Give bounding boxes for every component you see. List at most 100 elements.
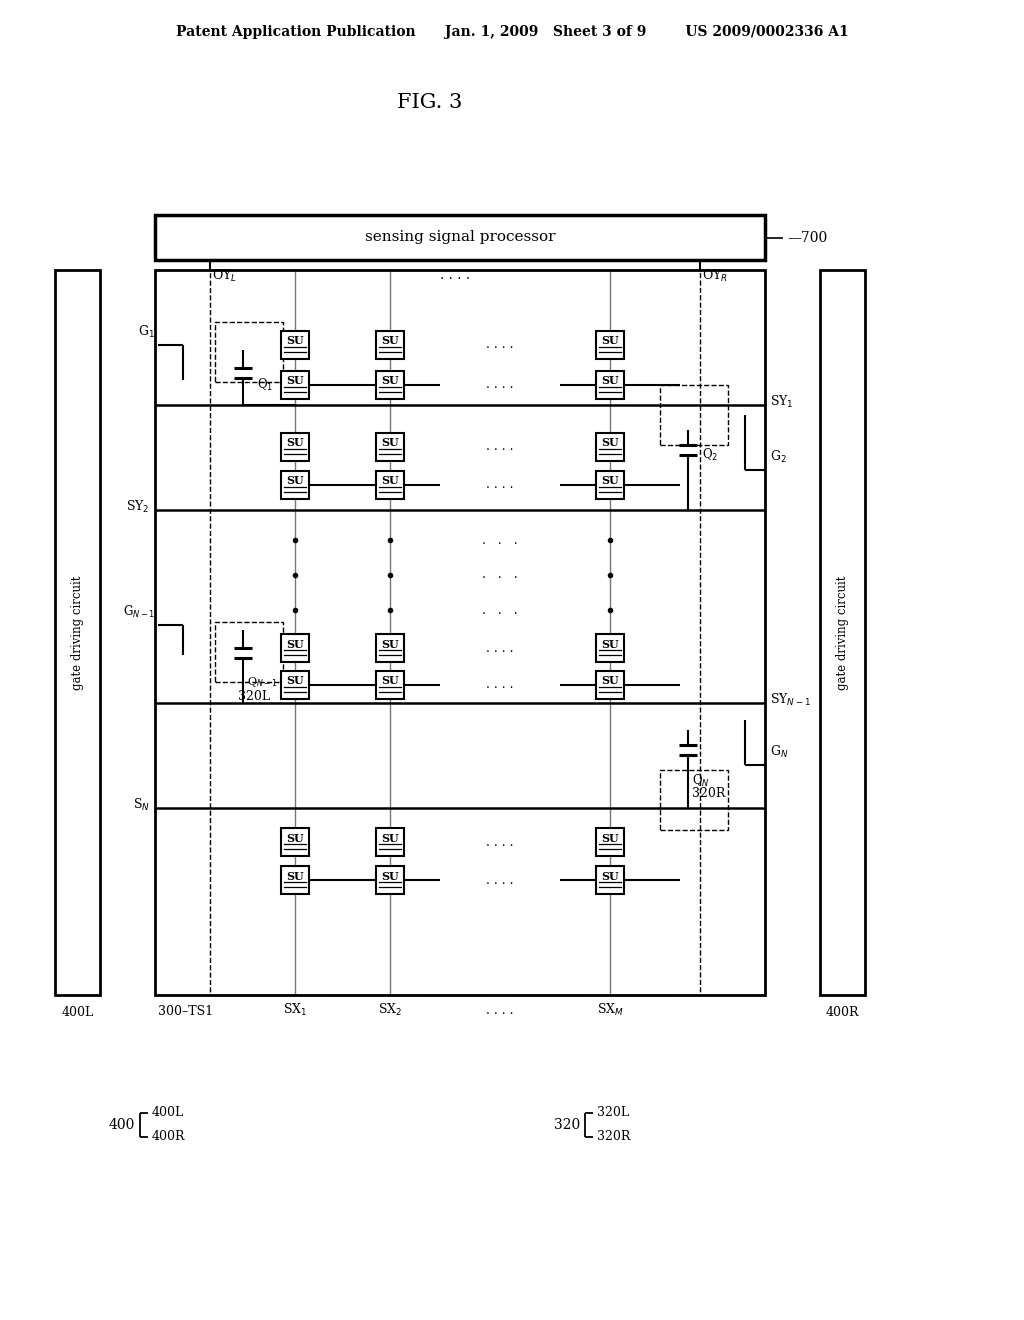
Text: SY$_2$: SY$_2$ <box>126 499 150 515</box>
Text: gate driving circuit: gate driving circuit <box>71 576 84 689</box>
Text: . . . .: . . . . <box>486 642 514 655</box>
Bar <box>281 371 309 399</box>
Text: . . . .: . . . . <box>486 874 514 887</box>
Text: SU: SU <box>601 437 618 449</box>
Text: SU: SU <box>286 375 304 387</box>
Text: SU: SU <box>601 833 618 843</box>
Text: .   .   .: . . . <box>482 603 518 616</box>
Text: G$_2$: G$_2$ <box>770 449 786 465</box>
Bar <box>596 866 624 894</box>
Text: . . . .: . . . . <box>440 268 470 282</box>
Text: Q$_{N-1}$: Q$_{N-1}$ <box>247 675 278 689</box>
Text: SU: SU <box>601 870 618 882</box>
Text: SU: SU <box>601 676 618 686</box>
Text: SU: SU <box>381 833 398 843</box>
Bar <box>155 271 765 995</box>
Bar <box>281 828 309 855</box>
Text: SU: SU <box>381 475 398 487</box>
Text: SU: SU <box>381 437 398 449</box>
Bar <box>281 433 309 461</box>
Text: 400: 400 <box>109 1118 135 1133</box>
Text: 320L: 320L <box>597 1106 629 1119</box>
Text: .   .   .: . . . <box>482 533 518 546</box>
Text: SU: SU <box>601 335 618 346</box>
Bar <box>596 634 624 663</box>
Text: 400L: 400L <box>61 1006 93 1019</box>
Text: SY$_1$: SY$_1$ <box>770 393 794 411</box>
Bar <box>281 331 309 359</box>
Text: G$_1$: G$_1$ <box>138 323 155 341</box>
Text: SU: SU <box>381 639 398 649</box>
Bar <box>215 622 283 682</box>
Text: 400R: 400R <box>825 1006 859 1019</box>
Text: gate driving circuit: gate driving circuit <box>836 576 849 689</box>
Bar <box>596 828 624 855</box>
Text: SU: SU <box>601 375 618 387</box>
Bar <box>376 828 404 855</box>
Bar <box>281 471 309 499</box>
Text: —700: —700 <box>787 231 827 244</box>
Text: OY$_L$: OY$_L$ <box>212 268 237 284</box>
Text: .   .   .: . . . <box>482 569 518 582</box>
Text: SU: SU <box>286 833 304 843</box>
Text: S$_N$: S$_N$ <box>133 797 150 813</box>
Text: 320L: 320L <box>238 690 270 704</box>
Text: SU: SU <box>286 639 304 649</box>
Bar <box>596 433 624 461</box>
Text: SX$_2$: SX$_2$ <box>378 1002 402 1018</box>
Text: Patent Application Publication      Jan. 1, 2009   Sheet 3 of 9        US 2009/0: Patent Application Publication Jan. 1, 2… <box>176 25 848 40</box>
Bar <box>596 671 624 700</box>
Bar <box>376 371 404 399</box>
Bar <box>155 215 765 260</box>
Bar <box>596 371 624 399</box>
Text: SU: SU <box>381 676 398 686</box>
Bar <box>376 471 404 499</box>
Text: G$_{N-1}$: G$_{N-1}$ <box>123 605 155 620</box>
Text: SU: SU <box>381 375 398 387</box>
Text: . . . .: . . . . <box>486 1003 514 1016</box>
Text: . . . .: . . . . <box>486 441 514 454</box>
Bar <box>376 331 404 359</box>
Bar <box>660 385 728 445</box>
Text: 400L: 400L <box>152 1106 184 1119</box>
Text: SX$_M$: SX$_M$ <box>597 1002 624 1018</box>
Bar <box>376 866 404 894</box>
Text: 320R: 320R <box>692 787 725 800</box>
Text: SX$_1$: SX$_1$ <box>283 1002 307 1018</box>
Bar <box>820 271 865 995</box>
Bar <box>376 634 404 663</box>
Text: G$_N$: G$_N$ <box>770 744 788 760</box>
Bar <box>281 671 309 700</box>
Text: SU: SU <box>286 437 304 449</box>
Text: . . . .: . . . . <box>486 479 514 491</box>
Bar <box>281 866 309 894</box>
Text: Q$_1$: Q$_1$ <box>257 378 273 393</box>
Text: . . . .: . . . . <box>486 379 514 392</box>
Text: 320R: 320R <box>597 1130 631 1143</box>
Text: FIG. 3: FIG. 3 <box>397 92 463 111</box>
Bar <box>215 322 283 381</box>
Text: SY$_{N-1}$: SY$_{N-1}$ <box>770 692 811 708</box>
Bar <box>210 271 700 995</box>
Text: SU: SU <box>286 335 304 346</box>
Text: SU: SU <box>381 335 398 346</box>
Text: . . . .: . . . . <box>486 836 514 849</box>
Text: 400R: 400R <box>152 1130 185 1143</box>
Text: Q$_N$: Q$_N$ <box>692 774 710 789</box>
Text: 320: 320 <box>554 1118 580 1133</box>
Bar <box>660 770 728 830</box>
Text: SU: SU <box>286 870 304 882</box>
Bar <box>376 433 404 461</box>
Bar <box>55 271 100 995</box>
Text: SU: SU <box>601 639 618 649</box>
Bar <box>596 331 624 359</box>
Bar <box>281 634 309 663</box>
Text: SU: SU <box>381 870 398 882</box>
Bar <box>376 671 404 700</box>
Text: Q$_2$: Q$_2$ <box>702 447 718 463</box>
Text: SU: SU <box>601 475 618 487</box>
Text: 300–TS1: 300–TS1 <box>158 1005 213 1018</box>
Text: sensing signal processor: sensing signal processor <box>365 231 555 244</box>
Text: OY$_R$: OY$_R$ <box>702 268 728 284</box>
Text: SU: SU <box>286 676 304 686</box>
